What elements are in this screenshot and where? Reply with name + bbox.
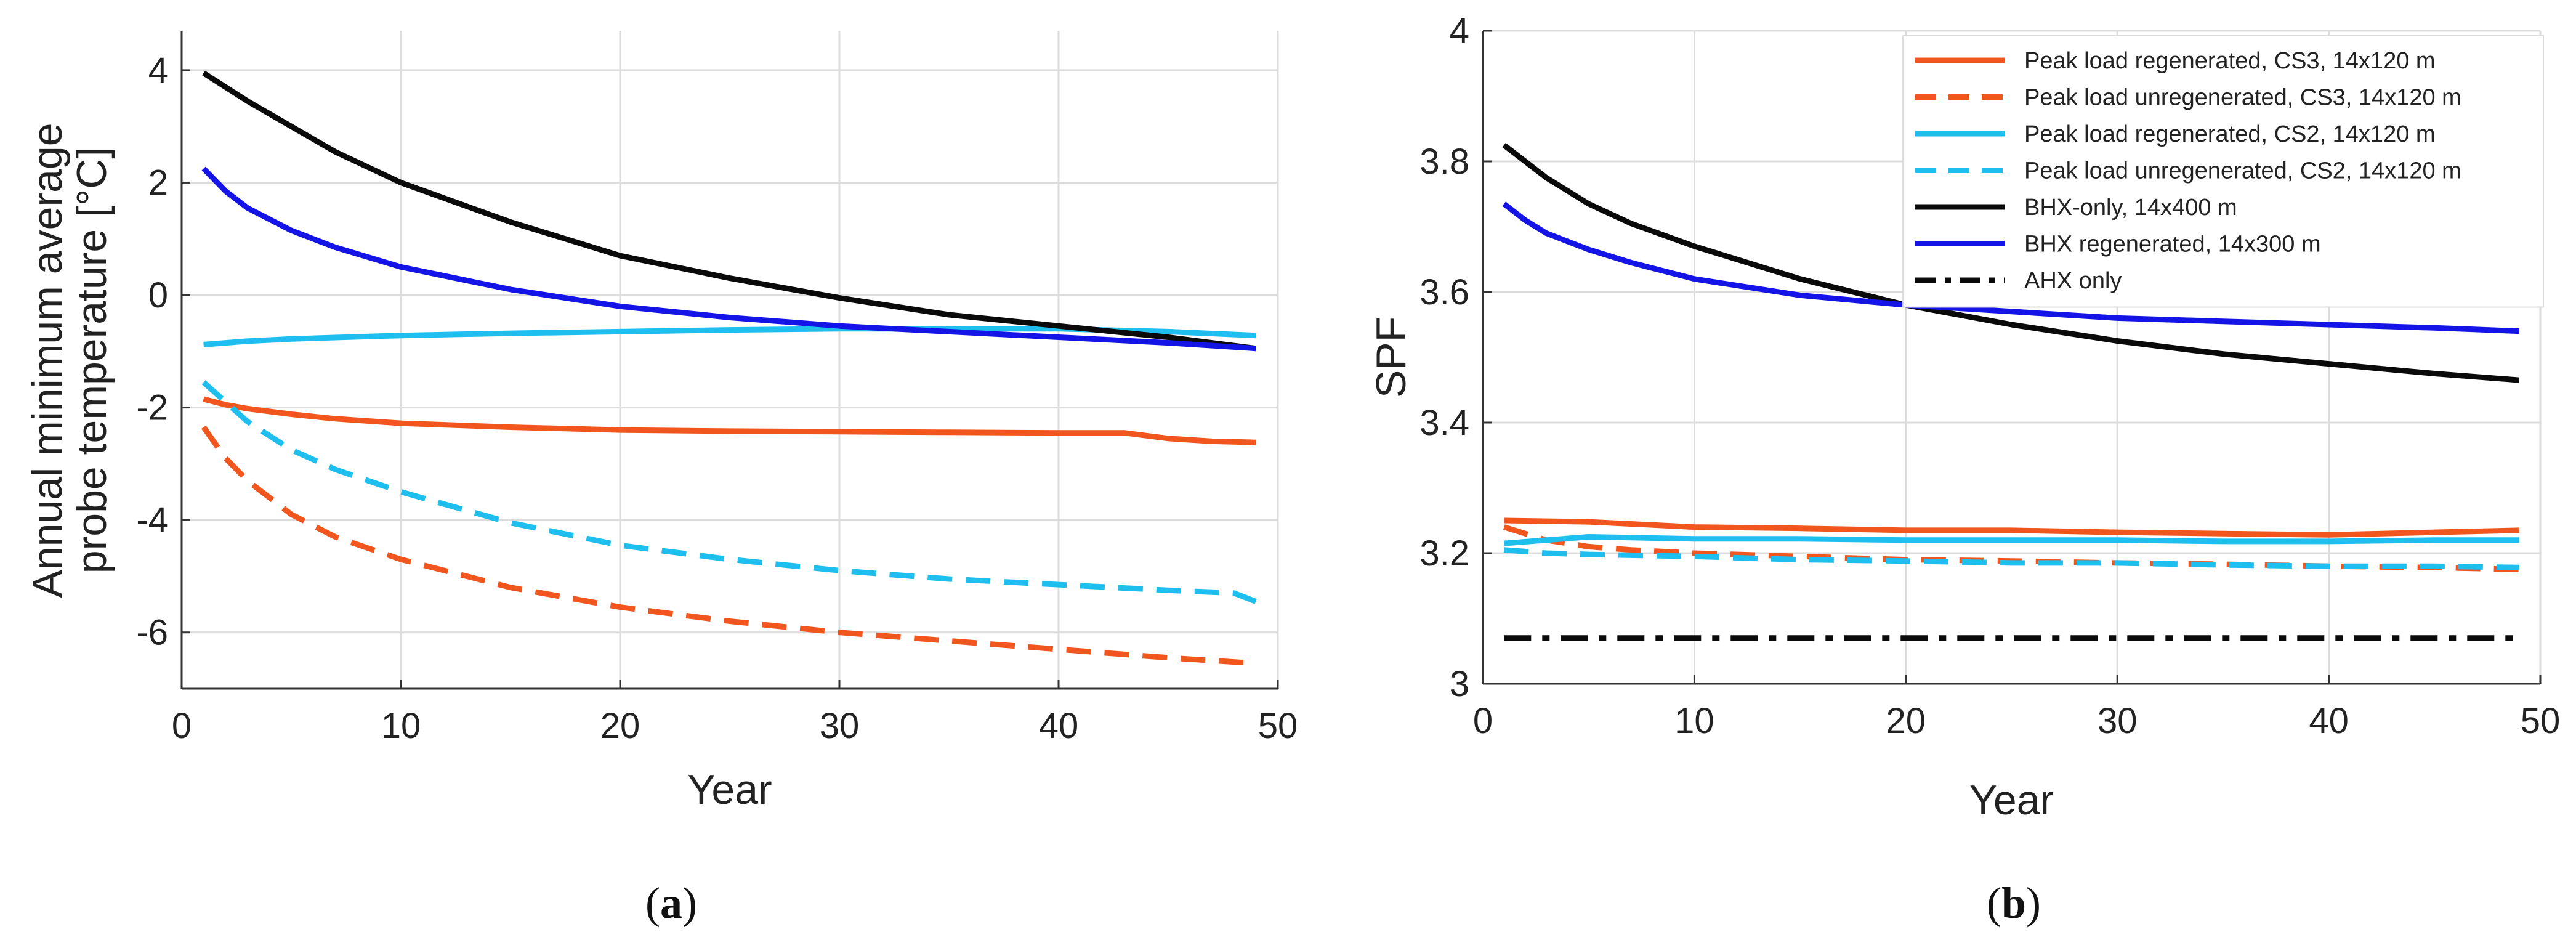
series-line-3 xyxy=(1503,534,2519,546)
series-line-6 xyxy=(201,166,1256,352)
legend-label-7: AHX only xyxy=(2024,268,2122,294)
series-line-2 xyxy=(201,425,1256,667)
series-line-1 xyxy=(1504,517,2519,538)
x-tick-label: 40 xyxy=(1039,706,1079,746)
x-tick-label: 0 xyxy=(172,706,192,746)
series-line-6 xyxy=(1502,201,2519,334)
legend-label-1: Peak load regenerated, CS3, 14x120 m xyxy=(2024,48,2436,74)
plot-area xyxy=(182,31,1278,689)
y-axis-label: Annual minimum average xyxy=(24,123,71,598)
x-tick-label: 30 xyxy=(2098,701,2138,741)
panel-a: 0 10 20 30 40 50 -6 -4 -2 0 2 4 Year Annual minimum a… xyxy=(24,31,1298,928)
legend-label-3: Peak load regenerated, CS2, 14x120 m xyxy=(2024,121,2436,147)
x-tick-label: 50 xyxy=(1258,706,1298,746)
x-axis-label: Year xyxy=(1969,777,2054,824)
legend-label-4: Peak load unregenerated, CS2, 14x120 m xyxy=(2024,158,2461,184)
legend-label-2: Peak load unregenerated, CS3, 14x120 m xyxy=(2024,85,2461,111)
legend-box xyxy=(1902,35,2544,308)
y-axis-label: SPF xyxy=(1368,317,1415,398)
x-axis-label: Year xyxy=(687,766,772,813)
y-tick-label: 3.8 xyxy=(1419,142,1469,182)
x-tick-label: 30 xyxy=(820,706,860,746)
panel-caption: (b) xyxy=(1987,878,2041,928)
y-tick-label: -4 xyxy=(136,500,168,540)
y-tick-label: 4 xyxy=(148,51,168,91)
series-line-1 xyxy=(203,396,1256,445)
y-tick-label: -6 xyxy=(136,613,168,653)
legend: Peak load regenerated, CS3, 14x120 m Peak… xyxy=(1902,35,2544,308)
y-axis-label: probe temperature [°C] xyxy=(68,147,115,573)
y-tick-label: 0 xyxy=(148,275,168,315)
legend-label-6: BHX regenerated, 14x300 m xyxy=(2024,232,2321,257)
y-tick-label: 2 xyxy=(148,163,168,203)
panel-b: 0 10 20 30 40 50 3 3.2 3.4 3.6 3.8 4 Year SPF Peak loa… xyxy=(1368,11,2560,928)
x-tick-label: 50 xyxy=(2521,701,2561,741)
panel-caption: (a) xyxy=(645,878,697,928)
x-tick-label: 10 xyxy=(381,706,421,746)
y-tick-label: -2 xyxy=(136,388,168,428)
y-tick-label: 3 xyxy=(1450,664,1469,704)
y-tick-label: 3.4 xyxy=(1419,403,1469,443)
x-tick-label: 10 xyxy=(1674,701,1714,741)
y-tick-label: 3.6 xyxy=(1419,272,1469,312)
series-line-4 xyxy=(201,380,1258,604)
legend-label-5: BHX-only, 14x400 m xyxy=(2024,195,2237,221)
series-line-4 xyxy=(1503,547,2519,570)
x-tick-label: 20 xyxy=(1886,701,1926,741)
y-tick-label: 4 xyxy=(1450,11,1469,51)
series-line-5 xyxy=(1502,142,2520,383)
x-tick-label: 20 xyxy=(600,706,640,746)
x-tick-label: 0 xyxy=(1473,701,1493,741)
series-line-5 xyxy=(202,70,1256,352)
x-tick-label: 40 xyxy=(2309,701,2349,741)
y-tick-label: 3.2 xyxy=(1419,533,1469,573)
